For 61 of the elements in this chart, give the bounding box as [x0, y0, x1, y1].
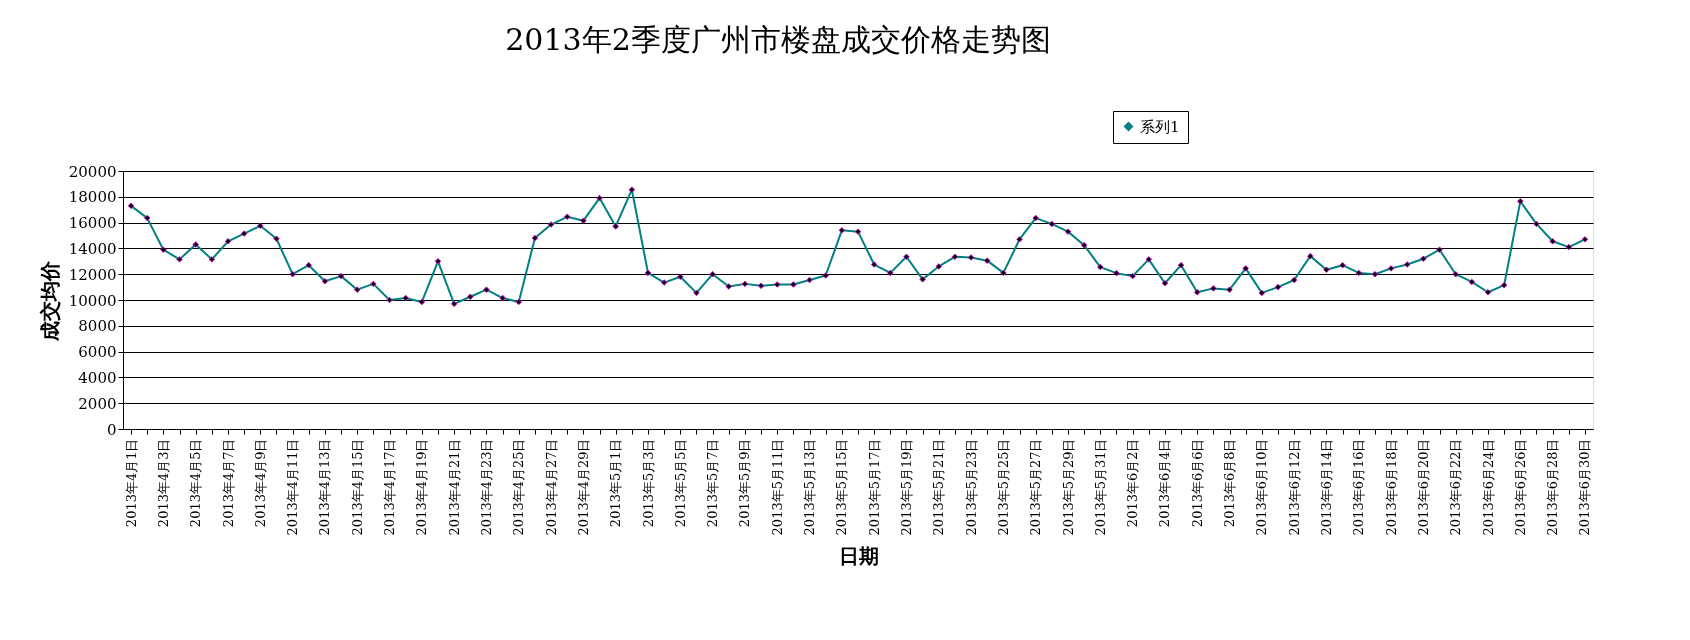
x-tick-label: 2013年4月1日 [123, 438, 139, 528]
y-axis-title: 成交均价 [37, 259, 62, 342]
x-tick-label: 2013年6月28日 [1545, 438, 1561, 536]
x-tick-label: 2013年4月15日 [349, 438, 365, 536]
y-tick-label: 18000 [68, 188, 117, 207]
x-tick-label: 2013年4月21日 [446, 438, 462, 536]
x-tick-label: 2013年4月5日 [188, 438, 204, 528]
x-tick-label: 2013年5月15日 [834, 438, 850, 536]
x-tick-label: 2013年5月29日 [1060, 438, 1076, 536]
x-tick-label: 2013年4月3日 [155, 438, 171, 528]
legend-label: 系列1 [1140, 117, 1180, 136]
x-tick-label: 2013年6月24日 [1480, 438, 1496, 536]
x-tick-label: 2013年4月13日 [317, 438, 333, 536]
y-tick-label: 0 [106, 420, 117, 439]
x-tick-label: 2013年6月12日 [1286, 438, 1302, 536]
y-tick-label: 12000 [68, 265, 117, 284]
x-tick-label: 2013年5月31日 [1092, 438, 1108, 536]
y-tick-label: 16000 [68, 214, 117, 233]
x-tick-label: 2013年6月4日 [1157, 438, 1173, 528]
x-tick-label: 2013年6月8日 [1222, 438, 1238, 528]
x-tick-label: 2013年4月25日 [511, 438, 527, 536]
x-tick-label: 2013年4月27日 [543, 438, 559, 536]
x-tick-label: 2013年5月5日 [672, 438, 688, 528]
x-tick-label: 2013年5月19日 [898, 438, 914, 536]
y-tick-label: 2000 [78, 394, 117, 413]
x-tick-label: 2013年5月7日 [705, 438, 721, 528]
x-tick-label: 2013年6月22日 [1448, 438, 1464, 536]
x-tick-label: 2013年5月17日 [866, 438, 882, 536]
x-tick-label: 2013年4月17日 [382, 438, 398, 536]
x-tick-label: 2013年6月6日 [1189, 438, 1205, 528]
x-tick-label: 2013年5月1日 [608, 438, 624, 528]
x-tick-label: 2013年4月7日 [220, 438, 236, 528]
y-tick-label: 14000 [68, 239, 117, 258]
y-tick-label: 10000 [68, 291, 117, 310]
x-axis-title: 日期 [838, 544, 879, 569]
x-tick-label: 2013年5月23日 [963, 438, 979, 536]
x-tick-label: 2013年6月20日 [1415, 438, 1431, 536]
x-tick-label: 2013年5月11日 [769, 438, 785, 536]
x-tick-label: 2013年4月9日 [252, 438, 268, 528]
x-tick-label: 2013年4月11日 [285, 438, 301, 536]
y-tick-label: 20000 [68, 162, 117, 181]
x-tick-label: 2013年6月16日 [1351, 438, 1367, 536]
x-tick-label: 2013年4月23日 [478, 438, 494, 536]
x-tick-label: 2013年4月19日 [414, 438, 430, 536]
y-tick-label: 4000 [78, 368, 117, 387]
chart-title: 2013年2季度广州市楼盘成交价格走势图 [505, 21, 1051, 57]
x-tick-label: 2013年6月18日 [1383, 438, 1399, 536]
x-tick-label: 2013年6月30日 [1577, 438, 1593, 536]
y-tick-label: 6000 [78, 343, 117, 362]
x-tick-label: 2013年6月14日 [1318, 438, 1334, 536]
x-tick-label: 2013年5月9日 [737, 438, 753, 528]
x-tick-label: 2013年5月27日 [1028, 438, 1044, 536]
x-tick-label: 2013年4月29日 [575, 438, 591, 536]
y-tick-label: 8000 [78, 317, 117, 336]
x-tick-label: 2013年6月26日 [1512, 438, 1528, 536]
x-tick-label: 2013年6月10日 [1254, 438, 1270, 536]
x-tick-label: 2013年5月25日 [995, 438, 1011, 536]
x-tick-label: 2013年6月2日 [1125, 438, 1141, 528]
x-tick-label: 2013年5月13日 [802, 438, 818, 536]
x-tick-label: 2013年5月3日 [640, 438, 656, 528]
x-tick-label: 2013年5月21日 [931, 438, 947, 536]
